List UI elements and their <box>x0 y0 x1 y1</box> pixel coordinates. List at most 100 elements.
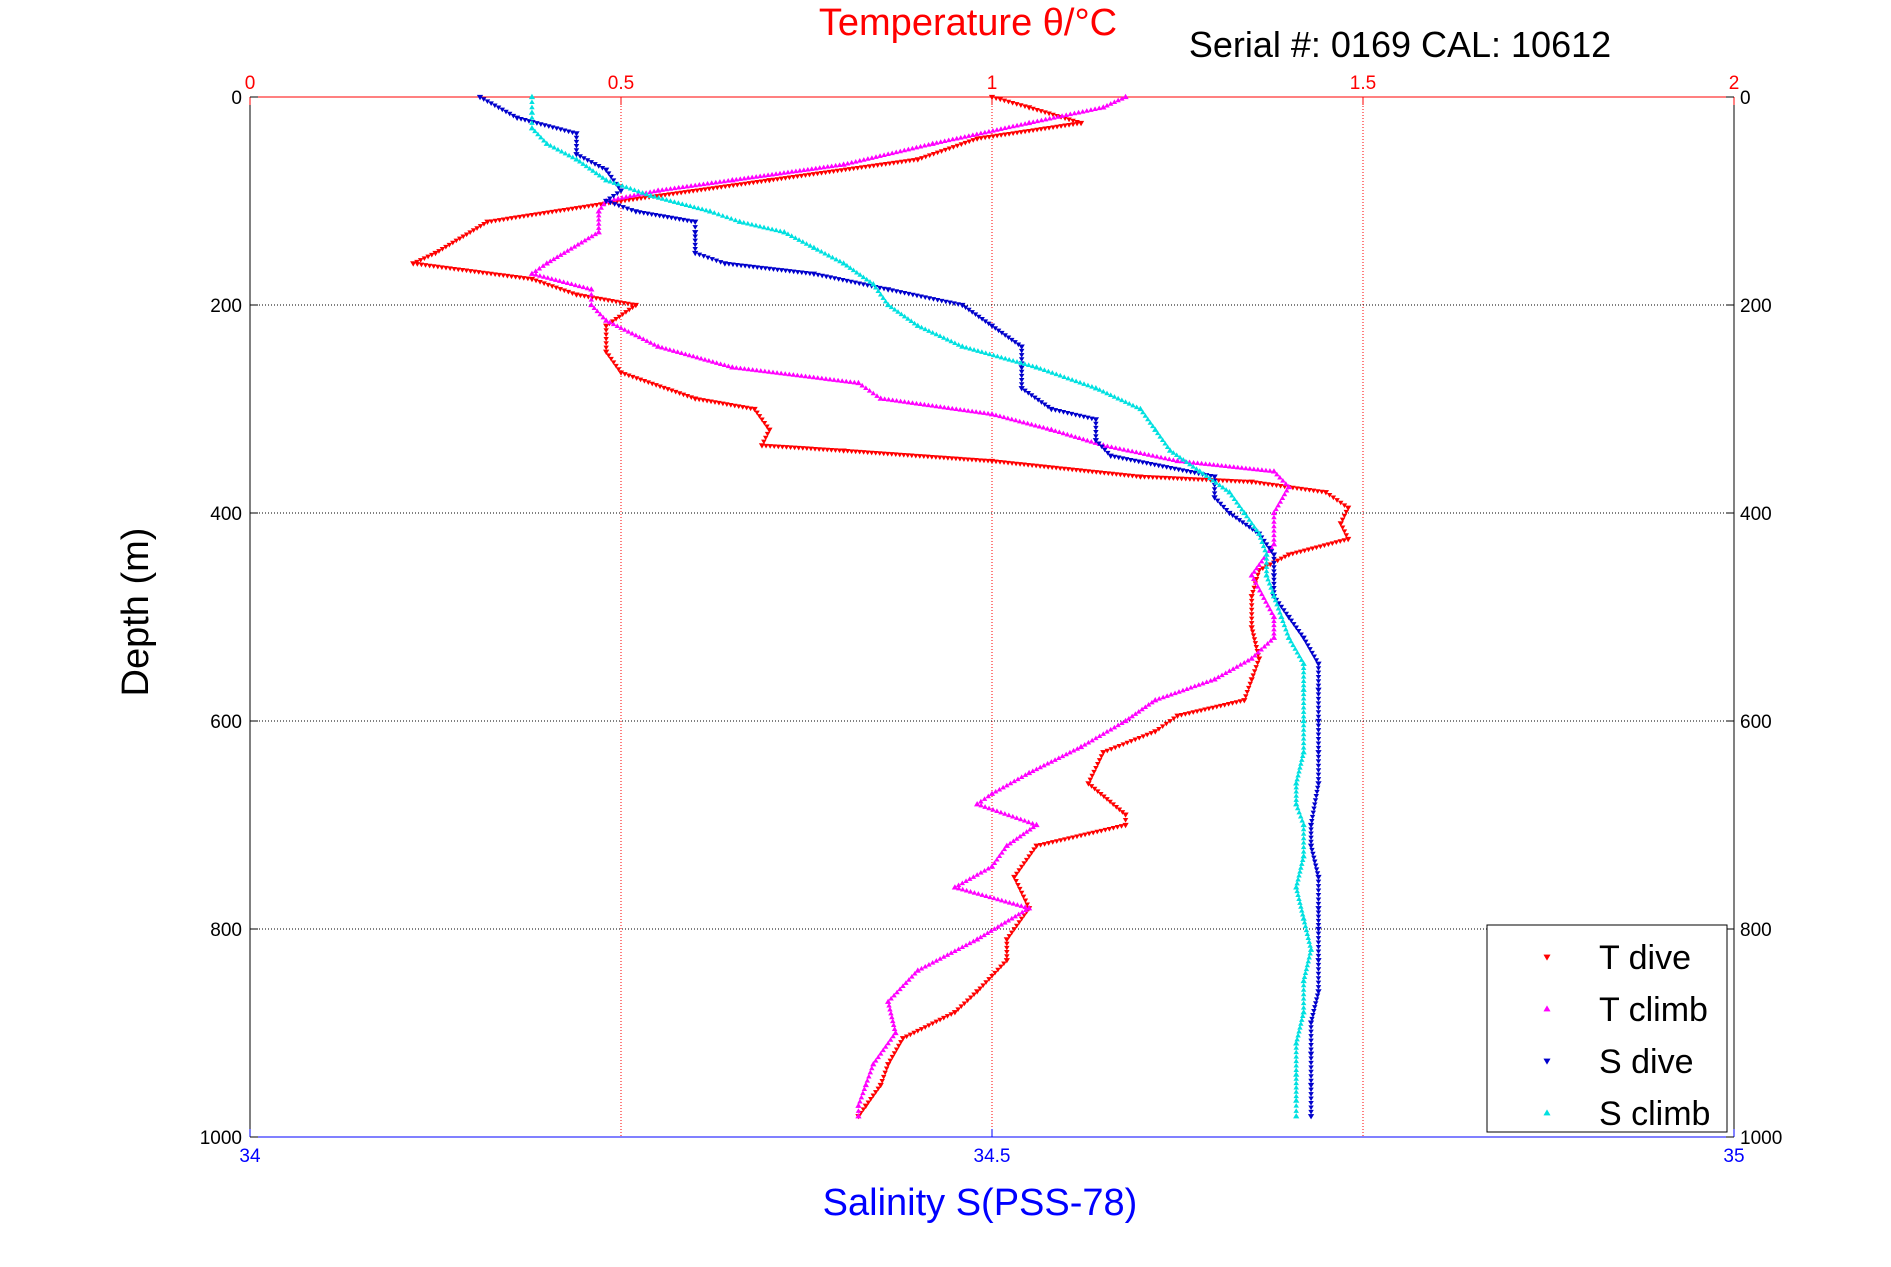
data-point <box>1269 589 1276 594</box>
data-point <box>637 210 643 215</box>
data-point <box>758 179 765 185</box>
data-point <box>890 1018 896 1024</box>
data-point <box>1248 520 1255 526</box>
data-point <box>633 332 639 338</box>
data-point <box>529 104 535 110</box>
data-point <box>1014 359 1020 364</box>
data-point <box>773 227 779 233</box>
data-point <box>1147 420 1154 425</box>
data-point <box>822 170 829 176</box>
data-point <box>1223 670 1229 675</box>
data-point <box>1162 440 1168 446</box>
data-point <box>1031 847 1037 853</box>
data-point <box>922 963 928 969</box>
data-point <box>762 368 768 374</box>
data-point <box>751 406 758 413</box>
data-point <box>1315 777 1322 782</box>
data-point <box>881 396 888 401</box>
data-point <box>1334 498 1340 503</box>
data-point <box>741 366 748 371</box>
data-point <box>1166 476 1172 481</box>
data-point <box>941 1015 947 1021</box>
bottom-tick-label: 34 <box>239 1146 261 1167</box>
data-point <box>787 445 794 451</box>
data-point <box>1055 114 1061 119</box>
data-point <box>710 359 716 364</box>
data-point <box>1077 743 1085 750</box>
data-point <box>797 167 803 173</box>
data-point <box>1263 542 1270 547</box>
data-point <box>944 1014 951 1019</box>
data-point <box>593 170 599 176</box>
data-point <box>1092 106 1098 111</box>
data-point <box>767 444 773 449</box>
data-point <box>613 317 619 322</box>
data-point <box>1301 919 1308 925</box>
data-point <box>1337 521 1344 527</box>
data-point <box>893 289 900 294</box>
data-point <box>1018 864 1025 870</box>
data-point <box>1081 468 1087 474</box>
data-point <box>1085 739 1092 745</box>
data-point <box>808 446 814 452</box>
data-point <box>596 164 602 169</box>
data-point <box>582 237 588 243</box>
data-point <box>1252 652 1258 658</box>
data-point <box>695 205 701 211</box>
data-point <box>1084 108 1090 113</box>
data-point <box>1298 761 1304 766</box>
data-point <box>1090 830 1096 836</box>
data-point <box>682 190 688 195</box>
data-point <box>1325 542 1332 547</box>
data-point <box>573 156 580 162</box>
data-point <box>837 258 843 264</box>
legend-label: T dive <box>1599 939 1691 977</box>
data-point <box>873 1057 879 1063</box>
data-point <box>747 406 754 412</box>
data-point <box>1174 476 1181 482</box>
data-point <box>1117 472 1124 478</box>
data-point <box>622 198 628 204</box>
data-point <box>1258 558 1265 564</box>
data-point <box>631 187 638 192</box>
data-point <box>1312 798 1319 803</box>
data-point <box>803 271 809 276</box>
data-point <box>1117 446 1123 451</box>
data-point <box>1253 480 1259 486</box>
data-point <box>1091 786 1098 792</box>
data-point <box>1315 985 1322 990</box>
data-point <box>1184 686 1190 691</box>
data-point <box>1151 462 1158 468</box>
data-point <box>963 887 970 893</box>
data-point <box>971 347 977 352</box>
data-point <box>966 133 972 138</box>
data-point <box>925 454 931 460</box>
data-point <box>1248 655 1255 661</box>
data-point <box>1111 724 1118 730</box>
data-point <box>1273 483 1280 489</box>
data-point <box>1273 506 1279 512</box>
data-point <box>1147 461 1154 467</box>
data-point <box>1141 474 1148 480</box>
data-point <box>661 385 667 391</box>
data-point <box>895 309 901 314</box>
data-point <box>1250 673 1256 679</box>
data-point <box>1277 474 1283 480</box>
data-point <box>1025 769 1033 776</box>
data-point <box>1123 457 1130 462</box>
data-point <box>1122 399 1129 404</box>
data-point <box>1099 444 1105 450</box>
data-point <box>589 233 595 239</box>
data-point <box>526 119 532 124</box>
data-point <box>1230 513 1236 519</box>
data-point <box>1001 961 1007 967</box>
data-point <box>1036 423 1043 429</box>
data-point <box>963 942 969 948</box>
data-point <box>1308 1034 1314 1039</box>
data-point <box>1312 863 1319 869</box>
data-point <box>1299 861 1305 866</box>
data-point <box>786 269 793 274</box>
data-point <box>859 382 865 388</box>
data-point <box>1255 656 1263 662</box>
data-point <box>770 267 777 272</box>
